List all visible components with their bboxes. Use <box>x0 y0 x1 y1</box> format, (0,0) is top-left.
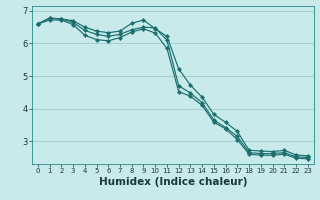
X-axis label: Humidex (Indice chaleur): Humidex (Indice chaleur) <box>99 177 247 187</box>
